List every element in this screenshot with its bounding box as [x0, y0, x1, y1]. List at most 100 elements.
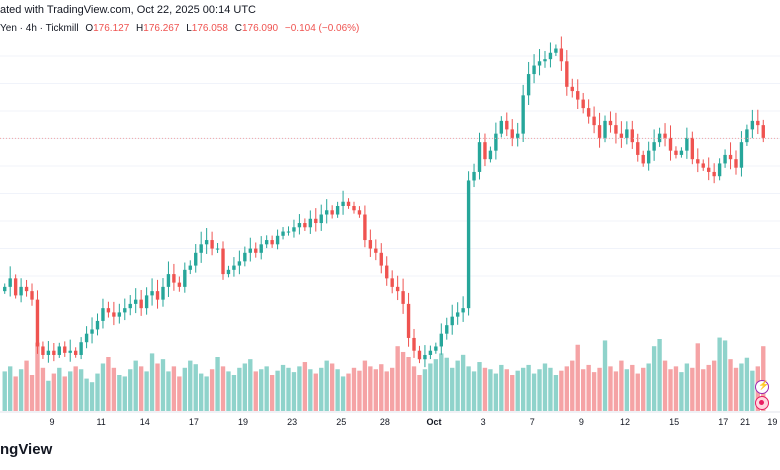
volume-bar — [482, 367, 488, 411]
volume-bar — [226, 371, 231, 411]
volume-bar — [493, 373, 499, 411]
volume-bar — [717, 337, 722, 411]
volume-bar — [651, 346, 657, 411]
volume-bar — [68, 371, 73, 411]
candle-body — [466, 180, 471, 309]
volume-bar — [40, 367, 46, 411]
volume-bar — [8, 366, 13, 411]
time-axis-labels: 9 11 14 17 19 23 25 28 Oct 3 7 9 12 15 17 19 21 — [50, 417, 778, 427]
volume-bar — [460, 354, 466, 411]
volume-bar — [684, 363, 690, 411]
volume-bar — [411, 366, 417, 411]
candle-body — [390, 278, 394, 287]
volume-bar — [177, 376, 182, 411]
candle-body — [199, 244, 203, 253]
candle-body — [494, 133, 498, 151]
volume-bar — [117, 375, 122, 411]
candle-body — [510, 129, 514, 138]
volume-bar — [706, 364, 711, 411]
candle-body — [385, 265, 389, 279]
candle-body — [548, 52, 553, 60]
change-value: −0.104 (−0.06%) — [284, 23, 360, 34]
low-value: 176.058 — [191, 23, 228, 34]
candle-body — [537, 61, 542, 66]
candle-body — [275, 235, 280, 245]
lightning-icon[interactable] — [755, 380, 769, 394]
volume-bar — [591, 372, 597, 411]
candle-body — [243, 252, 247, 262]
candle-body — [314, 218, 318, 224]
candle-body — [570, 86, 574, 92]
low-label: L — [186, 23, 192, 34]
volume-bar — [531, 373, 537, 411]
candle-body — [374, 248, 378, 253]
candle-body — [84, 333, 89, 343]
record-icon[interactable] — [755, 396, 769, 410]
volume-bar — [428, 363, 433, 411]
volume-bar — [679, 372, 684, 411]
candle-body — [428, 350, 433, 355]
x-tick-label: 25 — [336, 417, 346, 427]
candle-body — [679, 150, 684, 155]
candle-body — [172, 274, 176, 283]
volume-bar — [89, 382, 95, 411]
candle-body — [204, 240, 209, 245]
candle-body — [281, 231, 285, 236]
candle-body — [597, 125, 602, 138]
x-tick-label: 3 — [481, 417, 486, 427]
candle-body — [750, 120, 755, 130]
volume-bar — [237, 367, 242, 411]
candle-body — [41, 346, 45, 355]
tradingview-brand: ngView — [0, 441, 53, 458]
volume-bar — [351, 367, 357, 411]
candle-body — [210, 240, 214, 249]
volume-bar — [199, 373, 204, 411]
candle-body — [712, 171, 716, 177]
candle-body — [79, 342, 83, 355]
candle-body — [674, 150, 678, 155]
volume-bar — [215, 357, 220, 411]
open-value: 176.127 — [93, 23, 130, 34]
volume-bar — [646, 363, 651, 411]
open-label: O — [85, 23, 94, 34]
volume-bar — [18, 369, 24, 411]
candle-body — [24, 286, 29, 292]
volume-bar — [504, 369, 509, 411]
candle-body — [194, 252, 198, 266]
candle-body — [123, 308, 127, 313]
volume-bar — [291, 372, 297, 411]
volume-bar — [553, 375, 559, 411]
volume-bar — [613, 371, 619, 411]
volume-bar — [346, 373, 351, 411]
x-tick-label: 9 — [579, 417, 584, 427]
volume-bar — [520, 367, 526, 411]
candle-body — [286, 231, 291, 233]
x-tick-label: 23 — [287, 417, 297, 427]
volume-bar — [335, 369, 340, 411]
candle-body — [150, 291, 154, 296]
candle-body — [614, 125, 618, 134]
candle-body — [745, 129, 749, 143]
x-tick-label: 19 — [767, 417, 777, 427]
candle-body — [335, 206, 340, 215]
volume-bar — [602, 340, 608, 411]
volume-bar — [635, 373, 640, 411]
volume-bar — [439, 353, 444, 411]
volume-bar — [384, 371, 389, 411]
volume-bar — [78, 369, 84, 411]
volume-bar — [308, 369, 313, 411]
published-caption: ated with TradingView.com, Oct 22, 2025 … — [0, 4, 256, 16]
volume-bar — [690, 367, 695, 411]
candle-body — [483, 142, 487, 160]
volume-bar — [673, 366, 679, 411]
candle-body — [521, 95, 525, 134]
volume-bar — [95, 373, 100, 411]
volume-bar — [368, 366, 373, 411]
volume-bar — [433, 359, 439, 411]
volume-bar — [739, 363, 744, 411]
candle-body — [526, 74, 531, 96]
candle-body — [581, 99, 585, 109]
candle-body — [183, 269, 187, 287]
candle-body — [341, 201, 345, 206]
